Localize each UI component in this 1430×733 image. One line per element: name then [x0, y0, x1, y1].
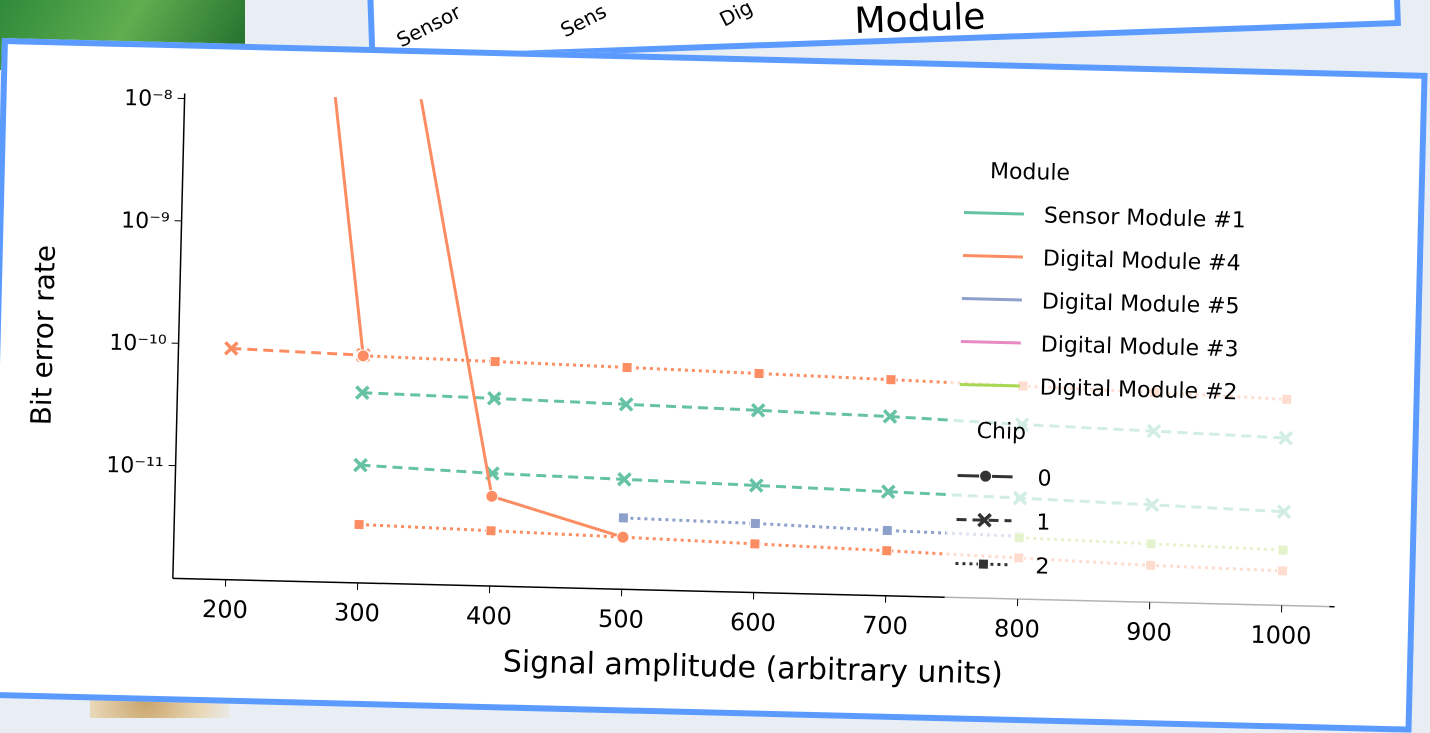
marker: [490, 356, 500, 366]
marker: [617, 531, 629, 543]
legend-swatch: [961, 342, 1021, 343]
marker: [978, 559, 988, 569]
y-tick-label: 10⁻⁹: [121, 208, 170, 234]
y-axis: [173, 93, 185, 578]
marker: [622, 362, 632, 372]
marker: [618, 513, 628, 523]
marker: [486, 490, 498, 502]
x-tick-label: 900: [1126, 618, 1172, 647]
legend-swatch: [960, 385, 1020, 386]
legend-swatch: [962, 299, 1022, 300]
legend-label: 2: [1035, 554, 1050, 579]
data-line: [297, 44, 375, 356]
x-tick-label: 500: [598, 605, 644, 634]
x-tick-label: 300: [334, 598, 380, 627]
x-tick-label: 600: [730, 608, 776, 637]
axis-title: Module: [854, 0, 986, 42]
chart-card: Signal amplitude (arbitrary units) Bit e…: [0, 38, 1428, 733]
y-tick-label: 10⁻¹¹: [106, 453, 164, 479]
x-tick-label: 400: [466, 602, 512, 631]
legend-label: 1: [1036, 510, 1051, 535]
marker: [754, 368, 764, 378]
data-line: [231, 348, 363, 355]
marker: [750, 518, 760, 528]
marker: [886, 375, 896, 385]
tick-label: Dig: [716, 0, 757, 31]
y-tick-label: 10⁻⁸: [124, 86, 173, 112]
page: Sensor Sens Dig Module Signal amplitude …: [0, 0, 1430, 718]
data-line: [359, 44, 640, 537]
legend-title: Module: [990, 159, 1071, 186]
x-tick-label: 1000: [1250, 621, 1312, 650]
marker: [882, 525, 892, 535]
marker: [357, 350, 369, 362]
tick-label: Sens: [556, 0, 610, 42]
legend-label: Digital Module #3: [1041, 332, 1239, 362]
legend-swatch: [964, 213, 1024, 214]
y-axis-label: Bit error rate: [25, 245, 62, 426]
y-tick-label: 10⁻¹⁰: [109, 331, 167, 357]
x-tick-label: 200: [202, 595, 248, 624]
legend-label: Digital Module #5: [1042, 289, 1240, 319]
legend-title: Chip: [976, 419, 1026, 445]
x-tick-label: 700: [862, 611, 908, 640]
legend-label: Digital Module #2: [1039, 375, 1237, 405]
tick-label: Sensor: [393, 0, 465, 52]
marker: [486, 526, 496, 536]
chart: Signal amplitude (arbitrary units) Bit e…: [0, 44, 1421, 726]
marker: [354, 519, 364, 529]
legend-label: Sensor Module #1: [1044, 204, 1246, 234]
legend-label: Digital Module #4: [1043, 247, 1241, 277]
x-tick-label: 800: [994, 614, 1040, 643]
marker: [750, 539, 760, 549]
marker: [882, 546, 892, 556]
legend-label: 0: [1037, 466, 1052, 491]
x-axis-label: Signal amplitude (arbitrary units): [502, 644, 1003, 691]
marker: [979, 470, 991, 482]
legend-swatch: [963, 256, 1023, 257]
